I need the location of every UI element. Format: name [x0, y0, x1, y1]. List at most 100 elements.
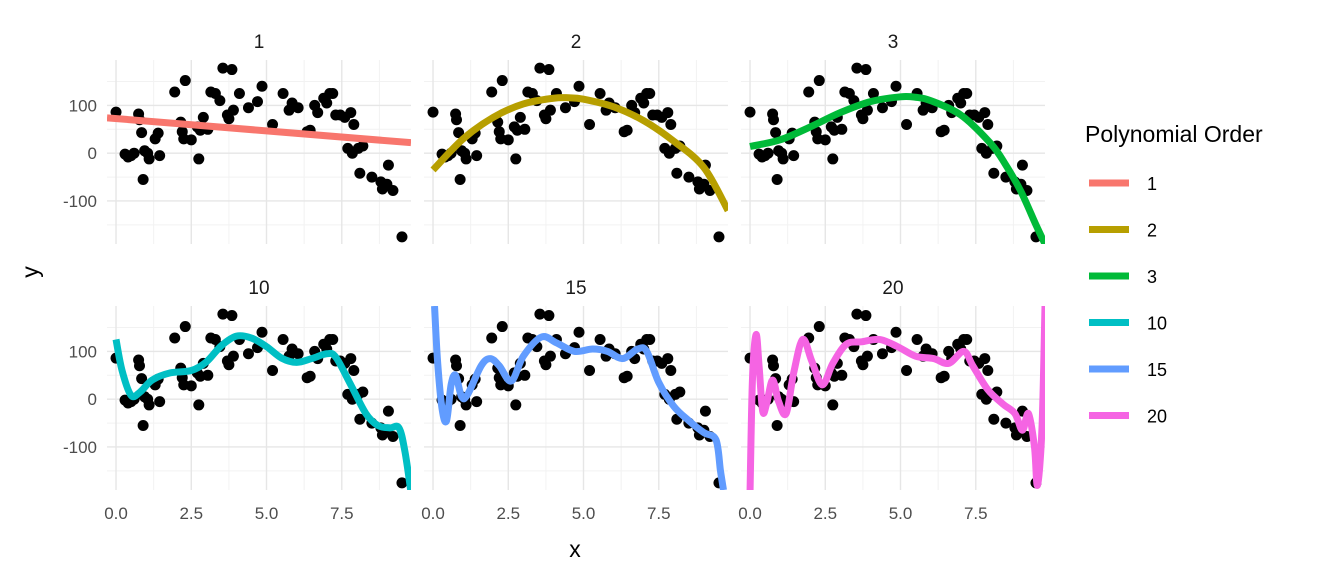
legend-entry-20: 20 [1089, 407, 1167, 427]
data-point [354, 413, 366, 425]
data-point [227, 104, 239, 116]
data-point [544, 104, 556, 116]
data-point [813, 75, 825, 87]
data-point [819, 134, 831, 146]
data-point [961, 87, 973, 99]
data-point [744, 106, 756, 118]
data-point [988, 413, 1000, 425]
legend-entry-10: 10 [1089, 314, 1167, 334]
data-point [128, 147, 140, 159]
data-point [202, 369, 214, 381]
panel-label: 2 [571, 32, 582, 53]
data-point [573, 80, 585, 92]
panel-1: 1 -100 0 100 [63, 32, 411, 244]
fit-line-order-1 [107, 114, 411, 147]
data-point [510, 399, 522, 411]
data-point [867, 87, 879, 99]
data-point [768, 114, 780, 126]
data-point [217, 62, 229, 74]
fit-line-order-10 [112, 332, 411, 490]
data-point [713, 231, 725, 243]
data-point [644, 87, 656, 99]
panel-label: 10 [248, 278, 269, 299]
data-point [292, 348, 304, 360]
data-point [233, 87, 245, 99]
data-points [110, 62, 408, 243]
data-point [662, 353, 674, 365]
data-point [519, 123, 531, 135]
fit-line-order-15 [431, 306, 727, 490]
data-point [226, 64, 238, 76]
data-point [955, 97, 967, 109]
data-point [251, 96, 263, 108]
x-axis-title: x [569, 536, 581, 562]
data-point [451, 360, 463, 372]
y-tick-label: -100 [63, 438, 97, 457]
panel-20: 20 0.0 2.5 5.0 7.5 [738, 278, 1045, 523]
data-point [242, 348, 254, 360]
data-point [665, 119, 677, 131]
data-point [836, 123, 848, 135]
data-point [502, 134, 514, 146]
fit-line-order-3 [749, 92, 1045, 244]
data-point [217, 308, 229, 320]
data-point [979, 107, 991, 119]
data-point [357, 140, 369, 152]
data-point [387, 184, 399, 196]
data-point [876, 102, 888, 114]
data-point [137, 419, 149, 431]
data-point [860, 64, 872, 76]
data-point [427, 106, 439, 118]
x-tick-label: 7.5 [964, 504, 988, 523]
fit-line-order-20 [746, 306, 1045, 490]
data-point [348, 365, 360, 377]
data-point [256, 80, 268, 92]
data-point [143, 153, 155, 165]
data-point [540, 113, 552, 125]
y-tick-label: 100 [69, 342, 97, 361]
data-point [644, 333, 656, 345]
data-point [460, 153, 472, 165]
data-point [267, 365, 279, 377]
y-axis-title: y [17, 266, 43, 278]
data-point [185, 380, 197, 392]
data-point [345, 353, 357, 365]
data-point [354, 167, 366, 179]
data-point [638, 97, 650, 109]
x-tick-label: 0.0 [104, 504, 128, 523]
legend-entries: 1 2 3 10 15 20 [1089, 174, 1167, 427]
x-tick-label: 5.0 [889, 504, 913, 523]
panel-2: 2 [424, 32, 728, 244]
data-point [534, 62, 546, 74]
data-point [277, 333, 289, 345]
data-point [169, 86, 181, 98]
panel-10: 10 -100 0 100 0.0 2.5 5.0 7.5 [63, 278, 411, 523]
data-point [674, 386, 686, 398]
data-point [214, 95, 226, 107]
data-point [304, 370, 316, 382]
data-point [594, 333, 606, 345]
data-point [136, 127, 148, 139]
x-tick-label: 7.5 [647, 504, 671, 523]
data-point [901, 119, 913, 131]
data-point [321, 97, 333, 109]
data-point [471, 396, 483, 408]
legend-label: 15 [1147, 360, 1167, 380]
data-point [788, 150, 800, 162]
data-point [152, 127, 164, 139]
data-point [451, 114, 463, 126]
data-point [988, 167, 1000, 179]
data-point [454, 173, 466, 185]
data-point [857, 113, 869, 125]
data-point [671, 167, 683, 179]
panel-15: 15 0.0 2.5 5.0 7.5 [421, 278, 728, 523]
data-point [861, 350, 873, 362]
data-point [486, 86, 498, 98]
data-point [1016, 159, 1028, 171]
data-point [665, 365, 677, 377]
data-point [901, 365, 913, 377]
legend-label: 10 [1147, 314, 1167, 334]
data-point [154, 396, 166, 408]
x-tick-label: 5.0 [255, 504, 279, 523]
